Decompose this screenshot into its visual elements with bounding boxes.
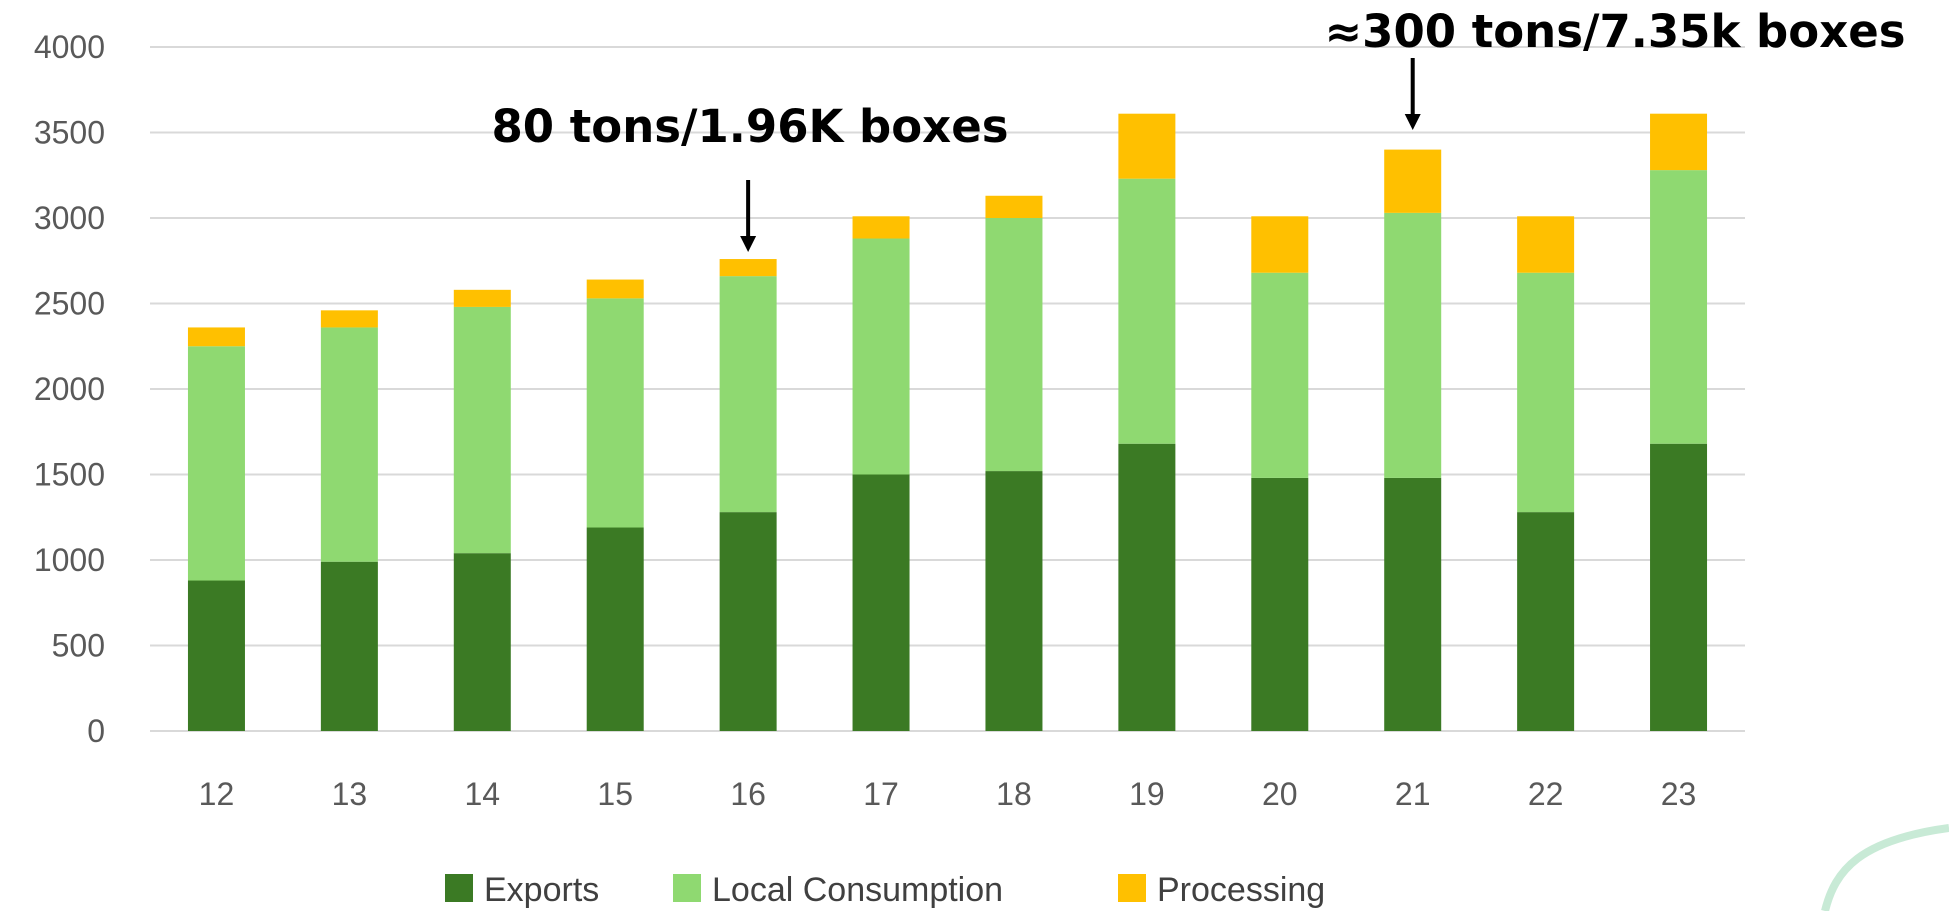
bar-local-consumption — [320, 327, 378, 562]
bar-local-consumption — [1650, 170, 1708, 444]
x-tick-label: 13 — [332, 776, 368, 812]
bar-exports — [1384, 477, 1442, 731]
bar-exports — [852, 474, 910, 731]
bar-local-consumption — [1118, 178, 1176, 444]
bar-processing — [1650, 113, 1708, 171]
y-tick-label: 2000 — [34, 371, 105, 407]
bar-exports — [320, 561, 378, 731]
bar-local-consumption — [453, 306, 511, 554]
annotations: 80 tons/1.96K boxes ≈300 tons/7.35k boxes — [492, 5, 1906, 252]
bar-local-consumption — [1384, 212, 1442, 478]
y-tick-label: 3000 — [34, 200, 105, 236]
y-tick-label: 2500 — [34, 286, 105, 322]
x-tick-label: 23 — [1661, 776, 1697, 812]
bar-exports — [719, 512, 777, 731]
y-axis-ticks: 0 500 1000 1500 2000 2500 3000 3500 4000 — [34, 29, 105, 749]
y-tick-label: 1500 — [34, 457, 105, 493]
annotation-label: 80 tons/1.96K boxes — [492, 100, 1009, 153]
annotation-arrow-head — [1404, 114, 1421, 130]
y-tick-label: 0 — [87, 713, 105, 749]
bar-processing — [1384, 149, 1442, 213]
decorative-arc — [1821, 824, 1949, 911]
gridlines — [150, 46, 1745, 732]
x-tick-label: 17 — [863, 776, 899, 812]
legend-label: Local Consumption — [712, 871, 1003, 909]
bar-processing — [1251, 216, 1309, 273]
legend: Exports Local Consumption Processing — [445, 871, 1325, 909]
bar-exports — [1517, 512, 1575, 731]
bar-exports — [1251, 477, 1309, 731]
x-tick-label: 12 — [199, 776, 235, 812]
legend-label: Processing — [1157, 871, 1325, 909]
bar-local-consumption — [1251, 272, 1309, 478]
bar-local-consumption — [1517, 272, 1575, 513]
bar-local-consumption — [719, 276, 777, 513]
bar-exports — [985, 471, 1043, 731]
bar-processing — [320, 310, 378, 328]
annotation-label: ≈300 tons/7.35k boxes — [1324, 5, 1905, 58]
y-tick-label: 500 — [52, 628, 105, 664]
x-axis-ticks: 12 13 14 15 16 17 18 19 20 21 22 23 — [199, 776, 1697, 812]
bar-exports — [1118, 443, 1176, 731]
legend-swatch — [445, 874, 473, 902]
bar-exports — [1650, 443, 1708, 731]
bar-processing — [187, 327, 245, 347]
x-tick-label: 20 — [1262, 776, 1298, 812]
bar-local-consumption — [187, 346, 245, 581]
y-tick-label: 3500 — [34, 115, 105, 151]
bars — [187, 113, 1708, 731]
bar-exports — [586, 527, 644, 731]
legend-swatch — [673, 874, 701, 902]
bar-processing — [453, 289, 511, 307]
x-tick-label: 15 — [597, 776, 633, 812]
x-tick-label: 19 — [1129, 776, 1165, 812]
bar-processing — [852, 216, 910, 239]
x-tick-label: 21 — [1395, 776, 1431, 812]
x-tick-label: 14 — [464, 776, 500, 812]
bar-processing — [1517, 216, 1575, 273]
x-tick-label: 18 — [996, 776, 1032, 812]
bar-exports — [453, 553, 511, 731]
y-tick-label: 4000 — [34, 29, 105, 65]
bar-processing — [1118, 113, 1176, 179]
bar-exports — [187, 580, 245, 731]
legend-swatch — [1118, 874, 1146, 902]
annotation-arrow-head — [740, 236, 757, 252]
bar-local-consumption — [586, 298, 644, 528]
x-tick-label: 16 — [730, 776, 766, 812]
y-tick-label: 1000 — [34, 542, 105, 578]
x-tick-label: 22 — [1528, 776, 1564, 812]
bar-processing — [586, 279, 644, 299]
bar-processing — [719, 259, 777, 277]
bar-local-consumption — [852, 238, 910, 475]
bar-processing — [985, 195, 1043, 218]
legend-label: Exports — [484, 871, 599, 909]
bar-local-consumption — [985, 218, 1043, 472]
